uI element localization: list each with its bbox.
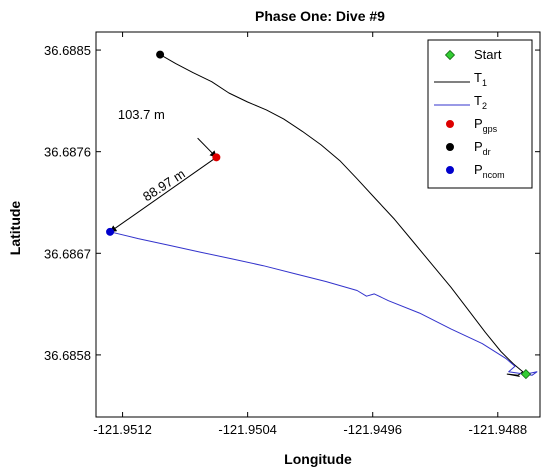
series-line-t2 (109, 231, 538, 376)
x-tick-label: -121.9512 (93, 422, 152, 437)
legend-symbol (446, 166, 454, 174)
annotation-arrow (197, 137, 217, 158)
chart-title: Phase One: Dive #9 (255, 8, 385, 24)
y-tick-label: 36.6858 (44, 348, 91, 363)
legend-symbol (446, 120, 454, 128)
legend-box (427, 39, 533, 189)
y-tick-label: 36.6885 (44, 43, 91, 58)
x-axis-title: Longitude (284, 451, 352, 467)
marker-pncom (106, 227, 115, 236)
axis-ticks: -121.9512 -121.9504 -121.9496 -121.9488 36.6… (44, 32, 540, 437)
x-tick-label: -121.9504 (218, 422, 277, 437)
legend-label: Start (474, 47, 502, 62)
series-layer (109, 54, 538, 377)
marker-start (520, 369, 531, 380)
x-tick-label: -121.9488 (469, 422, 528, 437)
legend-symbol (444, 49, 456, 61)
marker-pgps (212, 153, 221, 162)
y-tick-label: 36.6876 (44, 145, 91, 160)
y-tick-label: 36.6867 (44, 246, 91, 261)
annotation-arrow (109, 156, 217, 233)
y-axis-title: Latitude (7, 201, 23, 256)
marker-pdr (156, 50, 165, 59)
series-line-t1 (159, 54, 524, 377)
annotation-label: 103.7 m (118, 107, 165, 122)
legend-symbol (446, 143, 454, 151)
markers (106, 50, 531, 380)
x-tick-label: -121.9496 (343, 422, 402, 437)
